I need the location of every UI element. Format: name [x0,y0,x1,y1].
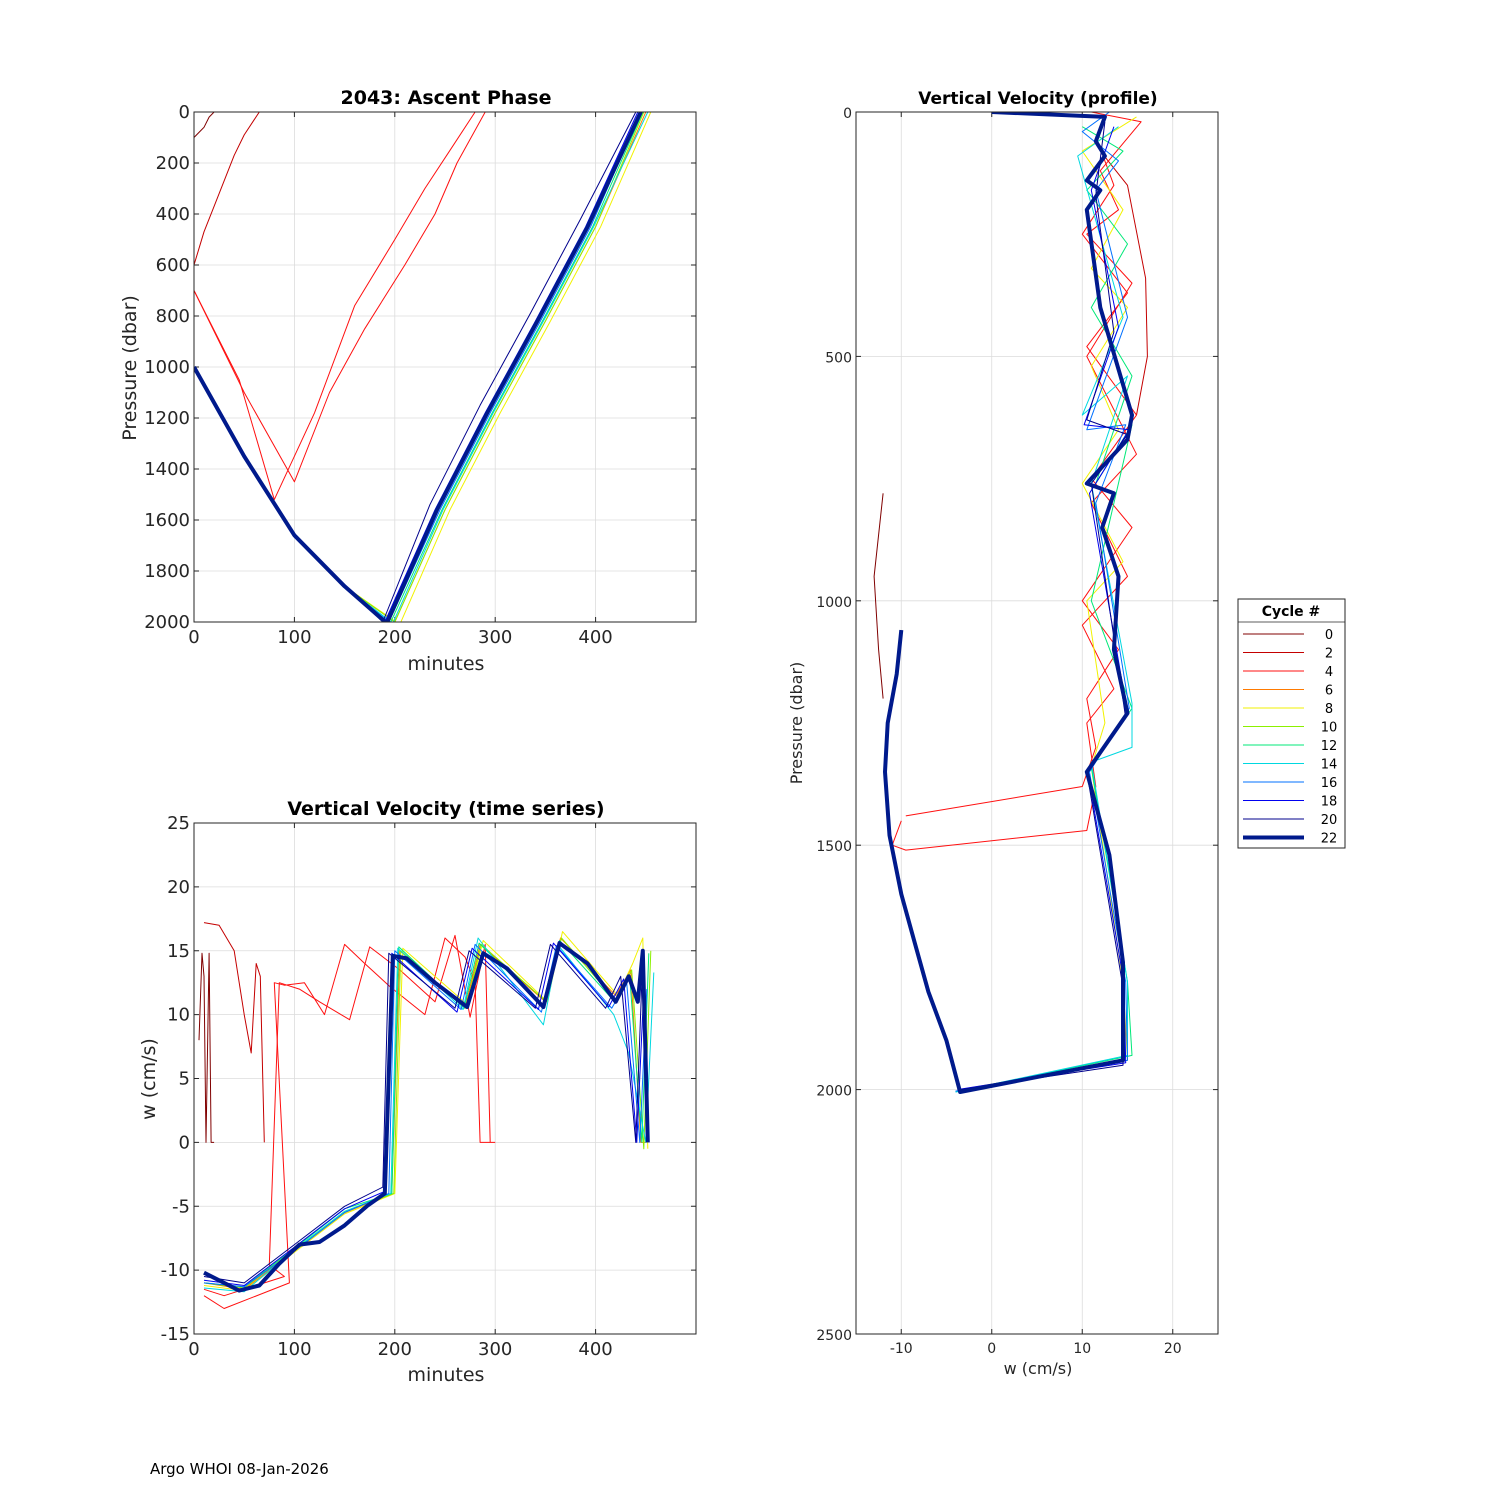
series-line-cycle-22 [194,112,643,622]
series-line-cycle-4 [194,112,486,483]
series-line-cycle-0 [873,493,884,699]
y-tick-label: 400 [156,204,190,225]
y-tick-label: 10 [167,1005,190,1026]
x-tick-label: 400 [578,1339,612,1360]
x-tick-label: -10 [890,1341,913,1357]
legend-label-cycle-4: 4 [1325,665,1333,680]
chart-title: 2043: Ascent Phase [341,87,552,109]
y-tick-label: 1400 [144,459,190,480]
series-line-cycle-14 [955,126,1133,1093]
legend-label-cycle-16: 16 [1321,776,1338,791]
plot-area [856,112,1218,1334]
series-line-cycle-4 [194,112,476,501]
series-line-cycle-2 [194,112,260,266]
y-tick-label: 1000 [816,595,852,611]
series-line-cycle-2 [203,922,265,1143]
y-tick-label: 0 [179,102,190,123]
series-line-cycle-22 [203,941,650,1293]
y-tick-label: 5 [179,1069,190,1090]
legend-box [1237,598,1346,849]
y-tick-label: 2000 [816,1084,852,1100]
cycle-legend: Cycle # 0 2 4 6 8 10 12 14 16 18 20 22 [1237,598,1346,849]
x-axis-label: w (cm/s) [1004,1359,1073,1378]
x-axis-label: minutes [408,1364,485,1386]
series-line-cycle-0 [194,112,215,138]
series-line-cycle-20 [203,943,643,1284]
y-tick-label: 0 [843,106,852,122]
x-tick-label: 20 [1164,1341,1182,1357]
footer-credit: Argo WHOI 08-Jan-2026 [150,1460,329,1478]
axes-frame [855,111,1219,1335]
y-tick-label: -15 [161,1324,190,1345]
series-group [873,112,1148,1094]
y-axis-label: Pressure (dbar) [787,662,806,785]
y-tick-label: 0 [179,1132,190,1153]
axes-frame [193,822,697,1335]
y-tick-label: -10 [161,1260,190,1281]
velocity-profile-panel: Vertical Velocity (profile) w (cm/s) Pre… [787,89,1219,1378]
series-line-cycle-22 [883,112,1134,1094]
series-line-cycle-4 [891,112,1142,851]
x-tick-label: 300 [478,627,512,648]
legend-title: Cycle # [1262,604,1321,620]
series-line-cycle-16 [955,112,1130,1092]
y-tick-label: 25 [167,813,190,834]
x-tick-label: 100 [277,1339,311,1360]
x-tick-label: 400 [578,627,612,648]
legend-label-cycle-10: 10 [1321,721,1338,736]
x-tick-label: 10 [1073,1341,1091,1357]
y-tick-label: 200 [156,153,190,174]
legend-label-cycle-0: 0 [1325,628,1333,643]
x-axis-label: minutes [408,653,485,675]
y-tick-label: 15 [167,941,190,962]
legend-label-cycle-14: 14 [1321,758,1338,773]
series-line-cycle-8 [960,116,1137,1091]
y-tick-label: 1200 [144,408,190,429]
y-tick-label: 1800 [144,561,190,582]
x-tick-label: 100 [277,627,311,648]
legend-label-cycle-22: 22 [1321,832,1338,847]
y-tick-label: 20 [167,877,190,898]
y-tick-label: 2500 [816,1328,852,1344]
y-tick-label: 1500 [816,839,852,855]
y-tick-label: 1600 [144,510,190,531]
y-tick-label: 800 [156,306,190,327]
velocity-time-series-panel: Vertical Velocity (time series) minutes … [138,798,697,1386]
series-group [194,112,652,622]
chart-title: Vertical Velocity (time series) [287,798,604,820]
chart-title: Vertical Velocity (profile) [918,89,1157,109]
legend-label-cycle-20: 20 [1321,813,1338,828]
y-tick-label: 500 [825,350,852,366]
series-group [198,922,655,1309]
y-tick-label: -5 [172,1196,190,1217]
y-axis-label: Pressure (dbar) [119,295,141,441]
y-tick-label: 600 [156,255,190,276]
x-tick-label: 300 [478,1339,512,1360]
ascent-phase-panel: 2043: Ascent Phase minutes Pressure (dba… [119,87,697,675]
x-tick-label: 200 [378,1339,412,1360]
legend-label-cycle-12: 12 [1321,739,1338,754]
y-axis-label: w (cm/s) [138,1038,160,1120]
y-tick-label: 1000 [144,357,190,378]
x-tick-label: 0 [188,1339,199,1360]
series-line-cycle-0 [198,952,215,1143]
series-line-cycle-2 [1099,150,1148,416]
x-tick-label: 0 [987,1341,996,1357]
x-tick-label: 0 [188,627,199,648]
legend-label-cycle-8: 8 [1325,702,1333,717]
legend-label-cycle-18: 18 [1321,795,1338,810]
legend-label-cycle-2: 2 [1325,647,1333,662]
x-tick-label: 200 [378,627,412,648]
legend-label-cycle-6: 6 [1325,684,1333,699]
axes-frame [193,111,697,623]
y-tick-label: 2000 [144,612,190,633]
